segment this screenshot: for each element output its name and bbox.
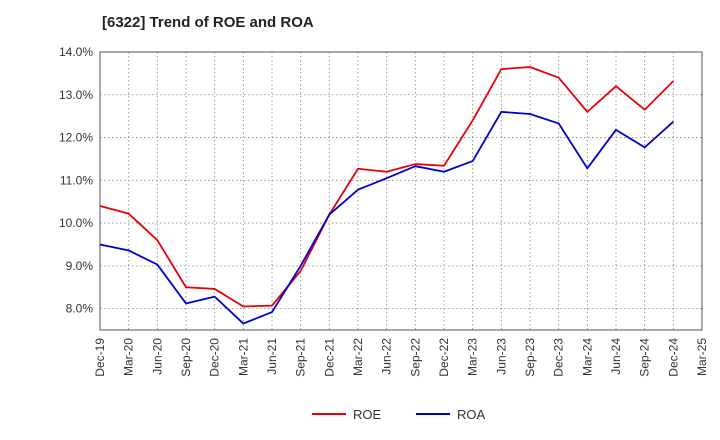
series-line-roa (99, 110, 674, 325)
x-tick-label: Sep-22 (408, 338, 422, 377)
x-tick-label: Jun-23 (494, 338, 508, 375)
y-tick-label: 12.0% (59, 131, 93, 145)
x-tick-label: Mar-25 (695, 338, 709, 376)
x-axis-ticks: Dec-19 Mar-20 Jun-20 Sep-20 Dec-20 Mar-21 Jun-… (93, 338, 709, 377)
legend-label-roa: ROA (457, 407, 486, 422)
x-tick-label: Mar-23 (466, 338, 480, 376)
chart-title: [6322] Trend of ROE and ROA (102, 14, 314, 31)
x-tick-label: Dec-21 (322, 338, 336, 377)
y-tick-label: 8.0% (66, 302, 94, 316)
x-tick-label: Dec-23 (552, 338, 566, 377)
x-tick-label: Sep-21 (294, 338, 308, 377)
y-tick-label: 11.0% (60, 173, 93, 187)
y-tick-label: 9.0% (66, 259, 94, 273)
legend-label-roe: ROE (353, 407, 382, 422)
plot-frame (99, 51, 703, 331)
y-tick-label: 13.0% (59, 88, 93, 102)
x-tick-label: Jun-20 (150, 338, 164, 375)
legend: ROE ROA (312, 407, 486, 422)
x-tick-label: Mar-20 (122, 338, 136, 376)
x-tick-label: Mar-21 (236, 338, 250, 376)
y-tick-label: 14.0% (59, 45, 93, 59)
x-tick-label: Jun-21 (265, 338, 279, 375)
x-tick-label: Sep-23 (523, 338, 537, 377)
x-tick-label: Sep-20 (179, 338, 193, 377)
x-tick-label: Mar-22 (351, 338, 365, 376)
x-tick-label: Jun-24 (609, 338, 623, 375)
x-tick-label: Jun-22 (380, 338, 394, 375)
y-tick-label: 10.0% (59, 216, 93, 230)
series-layer (99, 66, 674, 325)
x-tick-label: Sep-24 (638, 338, 652, 377)
x-tick-label: Dec-24 (666, 338, 680, 377)
x-tick-label: Dec-19 (93, 338, 107, 377)
grid-layer (100, 52, 702, 330)
x-tick-label: Dec-20 (208, 338, 222, 377)
x-tick-label: Mar-24 (580, 338, 594, 376)
series-line-roe (99, 66, 674, 308)
x-tick-label: Dec-22 (437, 338, 451, 377)
y-axis-ticks: 8.0% 9.0% 10.0% 11.0% 12.0% 13.0% 14.0% (59, 45, 93, 316)
